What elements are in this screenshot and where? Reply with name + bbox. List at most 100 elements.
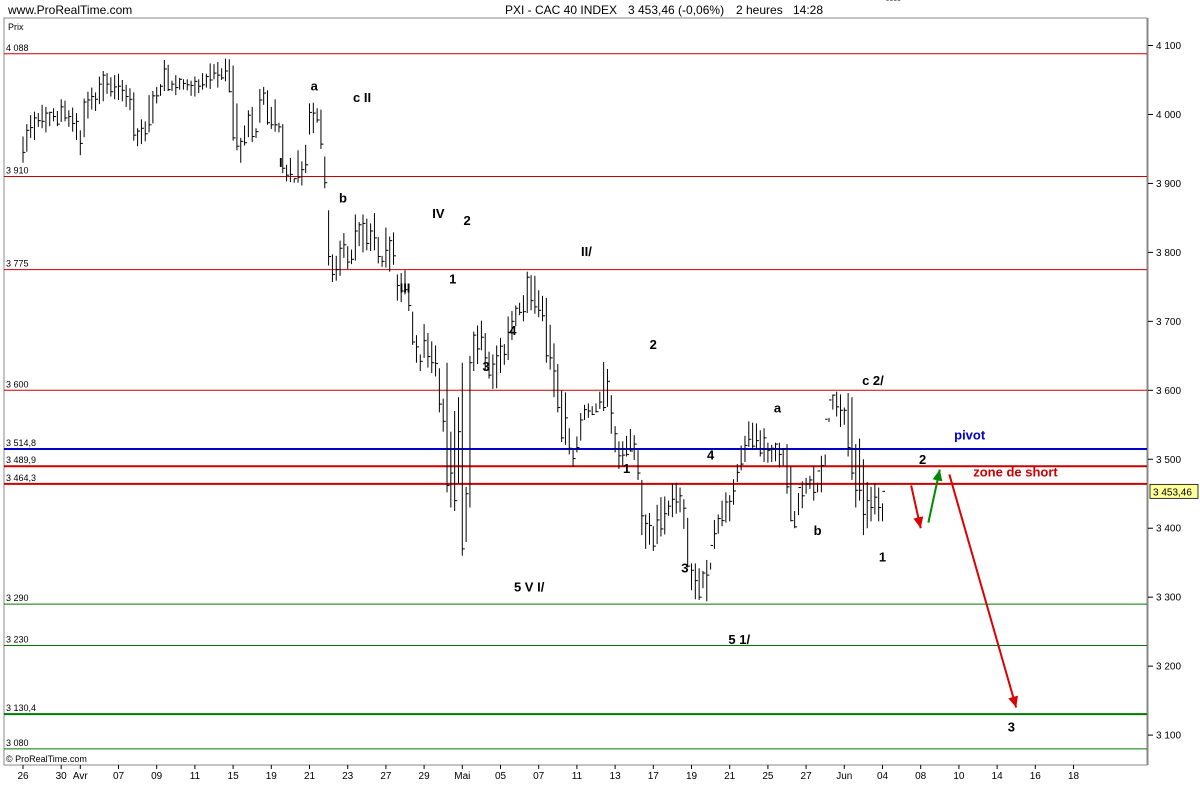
level-label: 3 489,9 xyxy=(6,455,36,465)
price-bar xyxy=(331,254,335,283)
wave-label: 1 xyxy=(879,549,886,564)
level-label: 3 464,3 xyxy=(6,473,36,483)
price-bar xyxy=(121,79,125,102)
instrument-title: PXI - CAC 40 INDEX xyxy=(505,3,617,17)
x-tick-label: 07 xyxy=(533,771,545,782)
price-bar xyxy=(370,223,374,252)
price-bar xyxy=(160,84,164,96)
price-bar xyxy=(759,430,763,457)
price-bar xyxy=(755,423,759,449)
level-label: 3 600 xyxy=(6,379,29,389)
price-bar xyxy=(22,136,26,163)
price-bar xyxy=(270,106,274,129)
x-tick-label: 19 xyxy=(686,771,698,782)
y-tick-label: 3 900 xyxy=(1156,179,1181,190)
price-bar xyxy=(629,428,633,452)
price-bar xyxy=(202,73,206,90)
price-bar xyxy=(721,500,725,527)
plot-area[interactable] xyxy=(3,17,1148,766)
x-tick-label: 10 xyxy=(953,771,965,782)
price-bar xyxy=(775,442,779,462)
price-bar xyxy=(354,214,358,261)
price-bar xyxy=(179,77,183,90)
x-tick-label: 08 xyxy=(915,771,927,782)
wave-label: a xyxy=(311,78,319,93)
price-bar xyxy=(790,466,794,522)
price-bar xyxy=(828,399,832,423)
price-bar xyxy=(64,100,68,122)
price-bar xyxy=(526,271,530,314)
x-tick-label: 27 xyxy=(380,771,392,782)
price-bar xyxy=(266,90,270,125)
price-bar xyxy=(809,475,813,489)
wave-label: b xyxy=(339,191,347,206)
site-url[interactable]: www.ProRealTime.com xyxy=(7,3,132,17)
price-bar xyxy=(316,108,320,123)
price-bar xyxy=(457,397,461,484)
price-bar xyxy=(461,362,465,556)
price-bar xyxy=(492,354,496,389)
price-bar xyxy=(247,110,251,138)
price-bar xyxy=(427,333,431,368)
forecast-arrow xyxy=(948,474,1018,708)
price-bar xyxy=(385,227,389,268)
annotation-label: pivot xyxy=(954,427,986,442)
price-bar xyxy=(419,354,423,371)
price-bar xyxy=(511,310,515,340)
price-bar xyxy=(278,122,282,133)
wave-label: c 2/ xyxy=(862,373,884,388)
x-tick-label: 30 xyxy=(56,771,68,782)
price-bar xyxy=(664,496,668,535)
price-bar xyxy=(328,210,332,266)
price-bar xyxy=(557,364,561,413)
price-bar xyxy=(144,121,148,142)
x-tick-label: 23 xyxy=(342,771,354,782)
price-bar xyxy=(175,75,179,96)
price-bar xyxy=(37,113,41,127)
price-bar xyxy=(836,391,840,417)
price-bar xyxy=(366,218,370,251)
last-price-label: 3 453,46 xyxy=(1153,487,1192,498)
price-bar xyxy=(763,428,767,463)
price-bar xyxy=(26,124,30,152)
x-tick-label: 29 xyxy=(419,771,431,782)
price-bar xyxy=(626,435,630,457)
price-bar xyxy=(606,368,610,407)
x-tick-label: 09 xyxy=(151,771,163,782)
price-bar xyxy=(114,75,118,100)
y-axis: 4 100 4 000 3 900 3 800 3 700 3 600 3 500 3 400… xyxy=(1148,41,1199,742)
price-bar xyxy=(691,563,694,591)
price-bar xyxy=(95,92,99,112)
price-bar xyxy=(381,255,385,267)
price-bar xyxy=(41,104,45,129)
price-bar xyxy=(824,418,828,466)
price-bar xyxy=(186,79,190,91)
price-bar xyxy=(584,404,588,420)
price-bar xyxy=(729,495,733,522)
price-bar xyxy=(645,514,649,549)
price-bar xyxy=(736,464,740,483)
price-bar xyxy=(110,77,114,97)
panel-label: Prix xyxy=(8,22,24,32)
price-bar xyxy=(553,343,557,398)
price-bar xyxy=(477,325,481,365)
price-bar xyxy=(710,544,714,570)
price-bar xyxy=(358,222,362,247)
price-bar xyxy=(194,76,198,97)
price-bar xyxy=(228,59,232,93)
wave-label: II/ xyxy=(581,244,592,259)
wave-label: 1 xyxy=(449,271,456,286)
price-bar xyxy=(106,73,110,94)
level-label: 3 514,8 xyxy=(6,438,36,448)
price-bar xyxy=(129,88,133,111)
price-bar xyxy=(603,362,607,411)
y-tick-label: 3 700 xyxy=(1156,317,1181,328)
price-bar xyxy=(389,236,393,272)
price-bar xyxy=(343,233,347,258)
price-bar xyxy=(473,331,477,371)
price-bar xyxy=(137,128,141,147)
price-bar xyxy=(393,232,397,265)
price-bar xyxy=(190,80,194,96)
price-bar xyxy=(56,111,60,127)
level-label: 3 130,4 xyxy=(6,703,36,713)
